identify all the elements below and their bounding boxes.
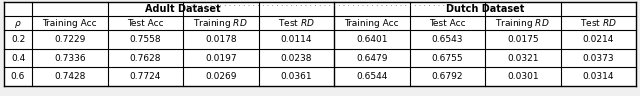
Text: Adult Dataset: Adult Dataset bbox=[145, 4, 221, 14]
Text: 0.0114: 0.0114 bbox=[280, 35, 312, 44]
Text: 0.6401: 0.6401 bbox=[356, 35, 387, 44]
Text: 0.0238: 0.0238 bbox=[280, 53, 312, 62]
Text: 0.2: 0.2 bbox=[11, 35, 25, 44]
Text: 0.6543: 0.6543 bbox=[431, 35, 463, 44]
Text: 0.7336: 0.7336 bbox=[54, 53, 86, 62]
Text: 0.7724: 0.7724 bbox=[129, 72, 161, 81]
Text: . . . . . . . . . . . . . . . . . . . . . . . . . . . . . . . . . . . . . . . . : . . . . . . . . . . . . . . . . . . . . … bbox=[186, 0, 454, 9]
Text: Training $RD$: Training $RD$ bbox=[193, 17, 248, 29]
Bar bbox=[4, 2, 636, 86]
Text: Training $RD$: Training $RD$ bbox=[495, 17, 550, 29]
Text: Test Acc: Test Acc bbox=[429, 19, 465, 27]
Text: 0.0197: 0.0197 bbox=[205, 53, 237, 62]
Text: 0.0269: 0.0269 bbox=[205, 72, 237, 81]
Text: 0.0321: 0.0321 bbox=[507, 53, 538, 62]
Text: 0.0373: 0.0373 bbox=[582, 53, 614, 62]
Text: 0.6: 0.6 bbox=[11, 72, 25, 81]
Text: 0.4: 0.4 bbox=[11, 53, 25, 62]
Text: Test $RD$: Test $RD$ bbox=[278, 17, 315, 29]
Text: 0.0361: 0.0361 bbox=[280, 72, 312, 81]
Text: Test Acc: Test Acc bbox=[127, 19, 164, 27]
Text: 0.6544: 0.6544 bbox=[356, 72, 387, 81]
Text: 0.7229: 0.7229 bbox=[54, 35, 85, 44]
Text: Dutch Dataset: Dutch Dataset bbox=[446, 4, 524, 14]
Text: 0.7558: 0.7558 bbox=[129, 35, 161, 44]
Text: Test $RD$: Test $RD$ bbox=[580, 17, 617, 29]
Text: 0.6755: 0.6755 bbox=[431, 53, 463, 62]
Text: Training Acc: Training Acc bbox=[344, 19, 399, 27]
Text: 0.7628: 0.7628 bbox=[129, 53, 161, 62]
Text: 0.6479: 0.6479 bbox=[356, 53, 387, 62]
Text: Training Acc: Training Acc bbox=[42, 19, 97, 27]
Text: 0.7428: 0.7428 bbox=[54, 72, 85, 81]
Text: 0.6792: 0.6792 bbox=[431, 72, 463, 81]
Text: 0.0214: 0.0214 bbox=[582, 35, 614, 44]
Text: 0.0314: 0.0314 bbox=[582, 72, 614, 81]
Text: ρ: ρ bbox=[15, 19, 21, 27]
Text: 0.0301: 0.0301 bbox=[507, 72, 539, 81]
Text: 0.0178: 0.0178 bbox=[205, 35, 237, 44]
Text: 0.0175: 0.0175 bbox=[507, 35, 539, 44]
